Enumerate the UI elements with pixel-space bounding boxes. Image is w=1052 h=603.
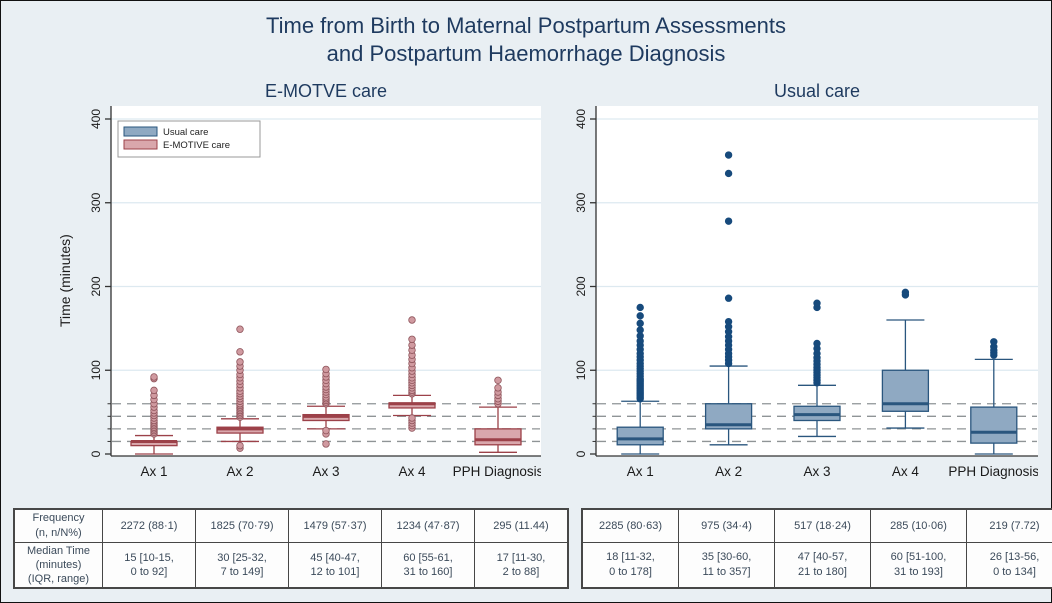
- svg-text:Usual care: Usual care: [163, 127, 208, 138]
- table-cell: 15 [10-15, 0 to 92]: [102, 541, 196, 589]
- boxplot-group-ax-3: [302, 365, 350, 448]
- svg-text:400: 400: [89, 109, 103, 129]
- table-cell: 1234 (47·87): [381, 508, 475, 543]
- boxplot-group-pph-diagnosis: [970, 338, 1018, 455]
- table-cell: 1825 (70·79): [195, 508, 289, 543]
- summary-table-usual: 2285 (80·63) 975 (34·4) 517 (18·24) 285 (10…: [581, 508, 1052, 589]
- svg-text:0: 0: [89, 450, 103, 457]
- boxplot-group-ax-4: [881, 288, 930, 429]
- table-cell: 285 (10·06): [870, 508, 967, 543]
- svg-text:300: 300: [574, 192, 588, 212]
- svg-text:Ax 1: Ax 1: [140, 464, 167, 479]
- table-cell: 219 (7.72): [966, 508, 1052, 543]
- boxplot-group-ax-1: [616, 303, 664, 455]
- table-cell: 1479 (57·37): [288, 508, 382, 543]
- svg-text:E-MOTIVE care: E-MOTIVE care: [163, 140, 230, 151]
- svg-text:Ax 4: Ax 4: [892, 464, 920, 479]
- table-row: 2285 (80·63) 975 (34·4) 517 (18·24) 285 (10…: [581, 508, 1052, 543]
- svg-text:200: 200: [574, 276, 588, 296]
- svg-text:300: 300: [89, 192, 103, 212]
- table-row-header: Frequency (n, n/N%): [13, 508, 103, 543]
- svg-text:200: 200: [89, 276, 103, 296]
- boxplot-group-ax-1: [130, 373, 178, 455]
- svg-text:100: 100: [574, 360, 588, 380]
- boxplot-group-ax-3: [793, 299, 841, 438]
- table-row: Median Time (minutes) (IQR, range) 15 [10…: [13, 541, 569, 589]
- panel-title-usual: Usual care: [773, 81, 861, 101]
- table-cell: 60 [55-61, 31 to 160]: [381, 541, 475, 589]
- svg-text:0: 0: [574, 450, 588, 457]
- table-cell: 2272 (88·1): [102, 508, 196, 543]
- svg-text:Ax 2: Ax 2: [715, 464, 742, 479]
- boxplot-group-ax-2: [216, 325, 264, 452]
- table-cell: 60 [51-100, 31 to 193]: [870, 541, 967, 589]
- svg-text:PPH Diagnosis: PPH Diagnosis: [948, 464, 1038, 479]
- table-cell: 45 [40-47, 12 to 101]: [288, 541, 382, 589]
- panel-title-emotive: E-MOTVE care: [264, 81, 388, 101]
- table-cell: 295 (11.44): [474, 508, 569, 543]
- table-cell: 17 [11-30, 2 to 88]: [474, 541, 569, 589]
- boxplot-panel-emotive: 0 100 200 300 400 Ax 1 Ax 2 Ax 3 Ax 4 PPH Diagnos…: [89, 106, 541, 479]
- boxplot-group-ax-2: [704, 151, 753, 446]
- svg-text:400: 400: [574, 109, 588, 129]
- chart-title-line1: Time from Birth to Maternal Postpartum A…: [265, 13, 787, 38]
- boxplot-panel-usual: 0 100 200 300 400 Ax 1 Ax 2 Ax 3 Ax 4 PPH Diagnos…: [574, 106, 1038, 479]
- svg-text:100: 100: [89, 360, 103, 380]
- svg-text:Ax 2: Ax 2: [226, 464, 253, 479]
- svg-text:Ax 1: Ax 1: [627, 464, 654, 479]
- svg-text:PPH Diagnosis: PPH Diagnosis: [453, 464, 541, 479]
- table-cell: 30 [25-32, 7 to 149]: [195, 541, 289, 589]
- svg-text:Ax 3: Ax 3: [803, 464, 830, 479]
- table-row: Frequency (n, n/N%) 2272 (88·1) 1825 (70·7…: [13, 508, 569, 543]
- table-cell: 18 [11-32, 0 to 178]: [581, 541, 679, 589]
- table-cell: 35 [30-60, 11 to 357]: [678, 541, 775, 589]
- table-cell: 26 [13-56, 0 to 134]: [966, 541, 1052, 589]
- chart-title-line2: and Postpartum Haemorrhage Diagnosis: [326, 41, 726, 66]
- legend: Usual care E-MOTIVE care: [117, 120, 261, 158]
- table-cell: 517 (18·24): [774, 508, 871, 543]
- summary-table-emotive: Frequency (n, n/N%) 2272 (88·1) 1825 (70·7…: [13, 508, 569, 590]
- boxplot-group-ax-4: [388, 316, 436, 432]
- chart-title: Time from Birth to Maternal Postpartum A…: [1, 12, 1051, 68]
- table-row: 18 [11-32, 0 to 178] 35 [30-60, 11 to 357…: [581, 541, 1052, 589]
- table-cell: 975 (34·4): [678, 508, 775, 543]
- table-row-header: Median Time (minutes) (IQR, range): [13, 541, 103, 589]
- table-cell: 47 [40-57, 21 to 180]: [774, 541, 871, 589]
- svg-text:Ax 3: Ax 3: [312, 464, 339, 479]
- boxplot-group-pph-diagnosis: [474, 376, 522, 453]
- table-cell: 2285 (80·63): [581, 508, 679, 543]
- svg-text:Ax 4: Ax 4: [398, 464, 426, 479]
